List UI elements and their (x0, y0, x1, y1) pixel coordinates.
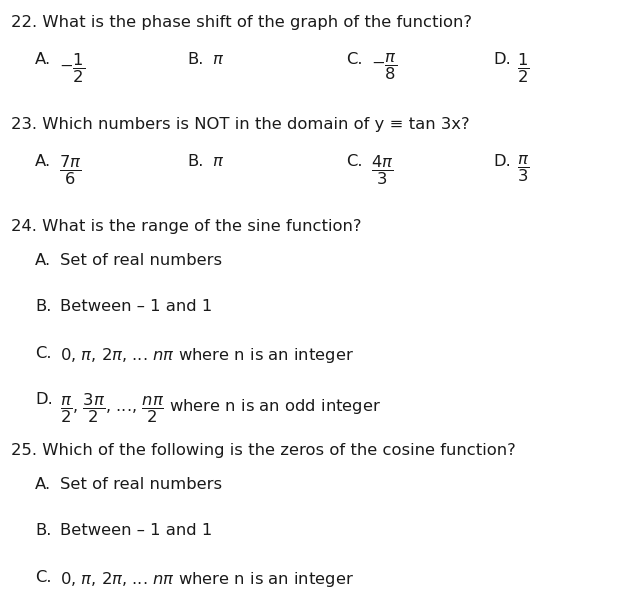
Text: C.: C. (35, 569, 52, 585)
Text: $-\dfrac{1}{2}$: $-\dfrac{1}{2}$ (59, 52, 85, 85)
Text: $\dfrac{\pi}{2}$, $\dfrac{3\pi}{2}$, ..., $\dfrac{n\pi}{2}$ where n is an odd in: $\dfrac{\pi}{2}$, $\dfrac{3\pi}{2}$, ...… (60, 392, 382, 425)
Text: $-\dfrac{\pi}{8}$: $-\dfrac{\pi}{8}$ (371, 52, 397, 82)
Text: B.: B. (188, 52, 204, 66)
Text: Set of real numbers: Set of real numbers (60, 477, 223, 492)
Text: A.: A. (35, 52, 51, 66)
Text: 0, $\pi$, 2$\pi$, ... $n\pi$ where n is an integer: 0, $\pi$, 2$\pi$, ... $n\pi$ where n is … (60, 569, 354, 589)
Text: Between – 1 and 1: Between – 1 and 1 (60, 299, 212, 314)
Text: 0, $\pi$, 2$\pi$, ... $n\pi$ where n is an integer: 0, $\pi$, 2$\pi$, ... $n\pi$ where n is … (60, 346, 354, 365)
Text: C.: C. (347, 154, 363, 168)
Text: 23. Which numbers is NOT in the domain of y ≡ tan 3x?: 23. Which numbers is NOT in the domain o… (11, 117, 470, 132)
Text: D.: D. (493, 52, 511, 66)
Text: A.: A. (35, 253, 51, 268)
Text: $\dfrac{4\pi}{3}$: $\dfrac{4\pi}{3}$ (371, 154, 393, 187)
Text: D.: D. (35, 392, 53, 407)
Text: A.: A. (35, 154, 51, 168)
Text: B.: B. (35, 299, 52, 314)
Text: B.: B. (188, 154, 204, 168)
Text: $\dfrac{7\pi}{6}$: $\dfrac{7\pi}{6}$ (59, 154, 81, 187)
Text: C.: C. (35, 346, 52, 361)
Text: B.: B. (35, 523, 52, 538)
Text: 24. What is the range of the sine function?: 24. What is the range of the sine functi… (11, 219, 362, 234)
Text: $\dfrac{1}{2}$: $\dfrac{1}{2}$ (517, 52, 530, 85)
Text: A.: A. (35, 477, 51, 492)
Text: 22. What is the phase shift of the graph of the function?: 22. What is the phase shift of the graph… (11, 15, 473, 30)
Text: D.: D. (493, 154, 511, 168)
Text: C.: C. (347, 52, 363, 66)
Text: $\pi$: $\pi$ (212, 52, 224, 66)
Text: Set of real numbers: Set of real numbers (60, 253, 223, 268)
Text: Between – 1 and 1: Between – 1 and 1 (60, 523, 212, 538)
Text: $\dfrac{\pi}{3}$: $\dfrac{\pi}{3}$ (517, 154, 530, 184)
Text: 25. Which of the following is the zeros of the cosine function?: 25. Which of the following is the zeros … (11, 442, 516, 458)
Text: $\pi$: $\pi$ (212, 154, 224, 168)
